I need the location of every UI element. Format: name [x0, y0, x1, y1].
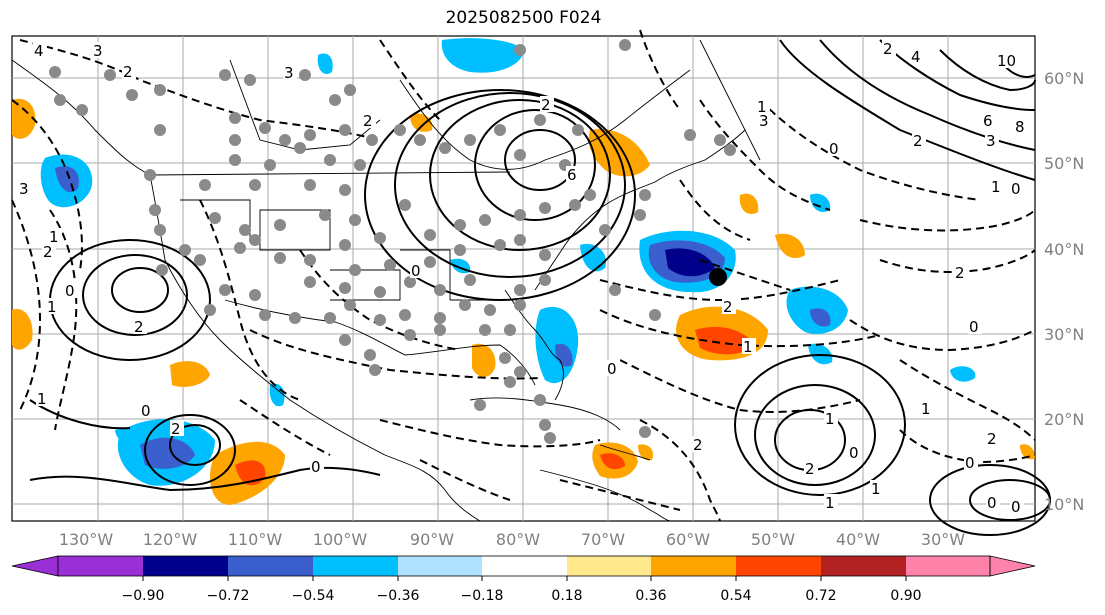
svg-text:6: 6: [567, 166, 577, 184]
colorbar-tick: −0.90: [122, 588, 165, 604]
svg-text:50°W: 50°W: [751, 530, 795, 549]
contours-positive: [29, 39, 1051, 536]
svg-text:2: 2: [43, 243, 53, 261]
svg-text:1: 1: [921, 400, 931, 418]
svg-text:0: 0: [829, 140, 839, 158]
contours-negative: [11, 29, 1036, 522]
svg-text:6: 6: [983, 112, 993, 130]
svg-text:40°N: 40°N: [1044, 240, 1084, 259]
svg-text:2: 2: [913, 132, 923, 150]
svg-text:8: 8: [1015, 118, 1025, 136]
colorbar-tick: 0.36: [635, 588, 666, 604]
svg-text:2: 2: [987, 430, 997, 448]
colorbar-tick: 0.54: [720, 588, 751, 604]
colorbar-low-extend: [11, 555, 59, 577]
colorbar-tick: −0.36: [377, 588, 420, 604]
svg-text:2: 2: [541, 96, 551, 114]
svg-text:4: 4: [911, 48, 921, 66]
svg-text:2: 2: [134, 318, 144, 336]
svg-text:1: 1: [47, 298, 57, 316]
svg-text:50°N: 50°N: [1044, 154, 1084, 173]
svg-text:4: 4: [34, 42, 44, 60]
colorbar-high-extend: [989, 555, 1036, 577]
svg-text:110°W: 110°W: [228, 530, 283, 549]
colorbar-tick: 0.72: [805, 588, 836, 604]
svg-text:30°N: 30°N: [1044, 325, 1084, 344]
svg-text:0: 0: [987, 494, 997, 512]
svg-text:0: 0: [1011, 498, 1021, 516]
svg-text:40°W: 40°W: [836, 530, 880, 549]
svg-text:2: 2: [883, 40, 893, 58]
svg-text:1: 1: [757, 98, 767, 116]
svg-text:60°N: 60°N: [1044, 69, 1084, 88]
svg-text:2: 2: [123, 63, 133, 81]
svg-text:0: 0: [965, 454, 975, 472]
colorbar-tick: 0.90: [890, 588, 921, 604]
svg-text:90°W: 90°W: [410, 530, 454, 549]
svg-text:3: 3: [93, 42, 103, 60]
latitude-ticks: 60°N 50°N 40°N 30°N 20°N 10°N: [1044, 69, 1084, 514]
svg-text:20°N: 20°N: [1044, 410, 1084, 429]
svg-text:0: 0: [141, 402, 151, 420]
svg-text:2: 2: [363, 112, 373, 130]
svg-text:0: 0: [969, 318, 979, 336]
svg-text:10: 10: [997, 52, 1016, 70]
svg-text:0: 0: [1011, 180, 1021, 198]
svg-text:0: 0: [849, 444, 859, 462]
svg-text:2: 2: [805, 460, 815, 478]
svg-text:80°W: 80°W: [496, 530, 540, 549]
svg-text:70°W: 70°W: [581, 530, 625, 549]
svg-text:1: 1: [49, 228, 59, 246]
svg-text:1: 1: [37, 390, 47, 408]
contour-labels: 4 3 3 2 2 1 2 0 2 1 0 3 2 6 1 0 2 1 0 2 …: [18, 40, 1028, 516]
colorbar-tick: 0.18: [551, 588, 582, 604]
svg-text:3: 3: [19, 180, 29, 198]
svg-text:100°W: 100°W: [313, 530, 368, 549]
svg-text:0: 0: [311, 458, 321, 476]
svg-text:60°W: 60°W: [666, 530, 710, 549]
svg-text:3: 3: [986, 132, 996, 150]
colorbar: −0.90 −0.72 −0.54 −0.36 −0.18 0.18 0.36 …: [11, 555, 1036, 604]
svg-text:3: 3: [759, 112, 769, 130]
map-title: 2025082500 F024: [445, 8, 602, 28]
svg-text:120°W: 120°W: [143, 530, 198, 549]
svg-text:3: 3: [284, 64, 294, 82]
svg-text:10°N: 10°N: [1044, 495, 1084, 514]
svg-text:0: 0: [607, 360, 617, 378]
svg-text:0: 0: [65, 282, 75, 300]
svg-text:1: 1: [991, 178, 1001, 196]
svg-text:0: 0: [411, 262, 421, 280]
svg-text:1: 1: [825, 494, 835, 512]
svg-text:30°W: 30°W: [921, 530, 965, 549]
svg-text:2: 2: [693, 436, 703, 454]
svg-text:1: 1: [825, 410, 835, 428]
colorbar-tick: −0.72: [207, 588, 250, 604]
colorbar-tick: −0.54: [292, 588, 335, 604]
svg-text:130°W: 130°W: [59, 530, 114, 549]
svg-text:2: 2: [171, 420, 181, 438]
marked-point: [709, 268, 727, 286]
longitude-ticks: 130°W 120°W 110°W 100°W 90°W 80°W 70°W 6…: [59, 530, 965, 549]
colorbar-tick: −0.18: [461, 588, 504, 604]
svg-text:2: 2: [955, 264, 965, 282]
svg-text:1: 1: [743, 338, 753, 356]
svg-text:2: 2: [723, 298, 733, 316]
svg-text:1: 1: [871, 480, 881, 498]
observation-points: [49, 39, 736, 444]
